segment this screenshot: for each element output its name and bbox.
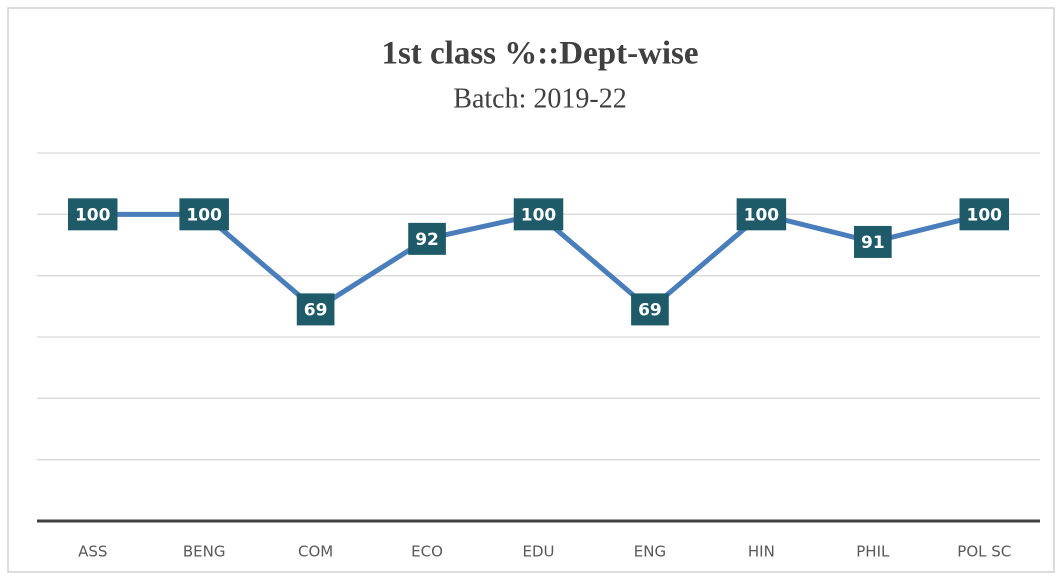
data-label: 100 — [186, 205, 222, 225]
x-tick-label: HIN — [748, 543, 775, 561]
x-tick-label: ENG — [634, 543, 666, 561]
data-label: 100 — [75, 205, 111, 225]
x-tick-label: ASS — [78, 543, 107, 561]
data-label: 69 — [304, 300, 328, 320]
x-tick-label: PHIL — [856, 543, 890, 561]
data-label: 100 — [521, 205, 557, 225]
x-tick-label: POL SC — [957, 543, 1011, 561]
data-label-box — [296, 293, 335, 326]
x-tick-label: ECO — [411, 543, 443, 561]
data-label-box — [408, 222, 446, 255]
data-label-box — [959, 198, 1010, 231]
data-label: 92 — [415, 230, 439, 250]
x-tick-label: BENG — [183, 543, 226, 561]
chart-subtitle: Batch: 2019-22 — [453, 83, 626, 114]
data-label: 100 — [967, 205, 1003, 225]
data-label: 100 — [744, 205, 780, 225]
data-label-box — [631, 293, 669, 326]
data-label-box — [67, 198, 118, 231]
data-label-box — [179, 198, 229, 231]
chart-frame — [7, 7, 1055, 573]
data-label: 91 — [861, 233, 885, 253]
data-label-box — [736, 198, 787, 231]
x-tick-label: EDU — [522, 543, 554, 561]
x-tick-label: COM — [298, 543, 333, 561]
chart-title: 1st class %::Dept-wise — [381, 36, 698, 72]
data-label-box — [513, 198, 564, 231]
data-label-box — [853, 225, 892, 258]
data-label: 69 — [638, 300, 662, 320]
